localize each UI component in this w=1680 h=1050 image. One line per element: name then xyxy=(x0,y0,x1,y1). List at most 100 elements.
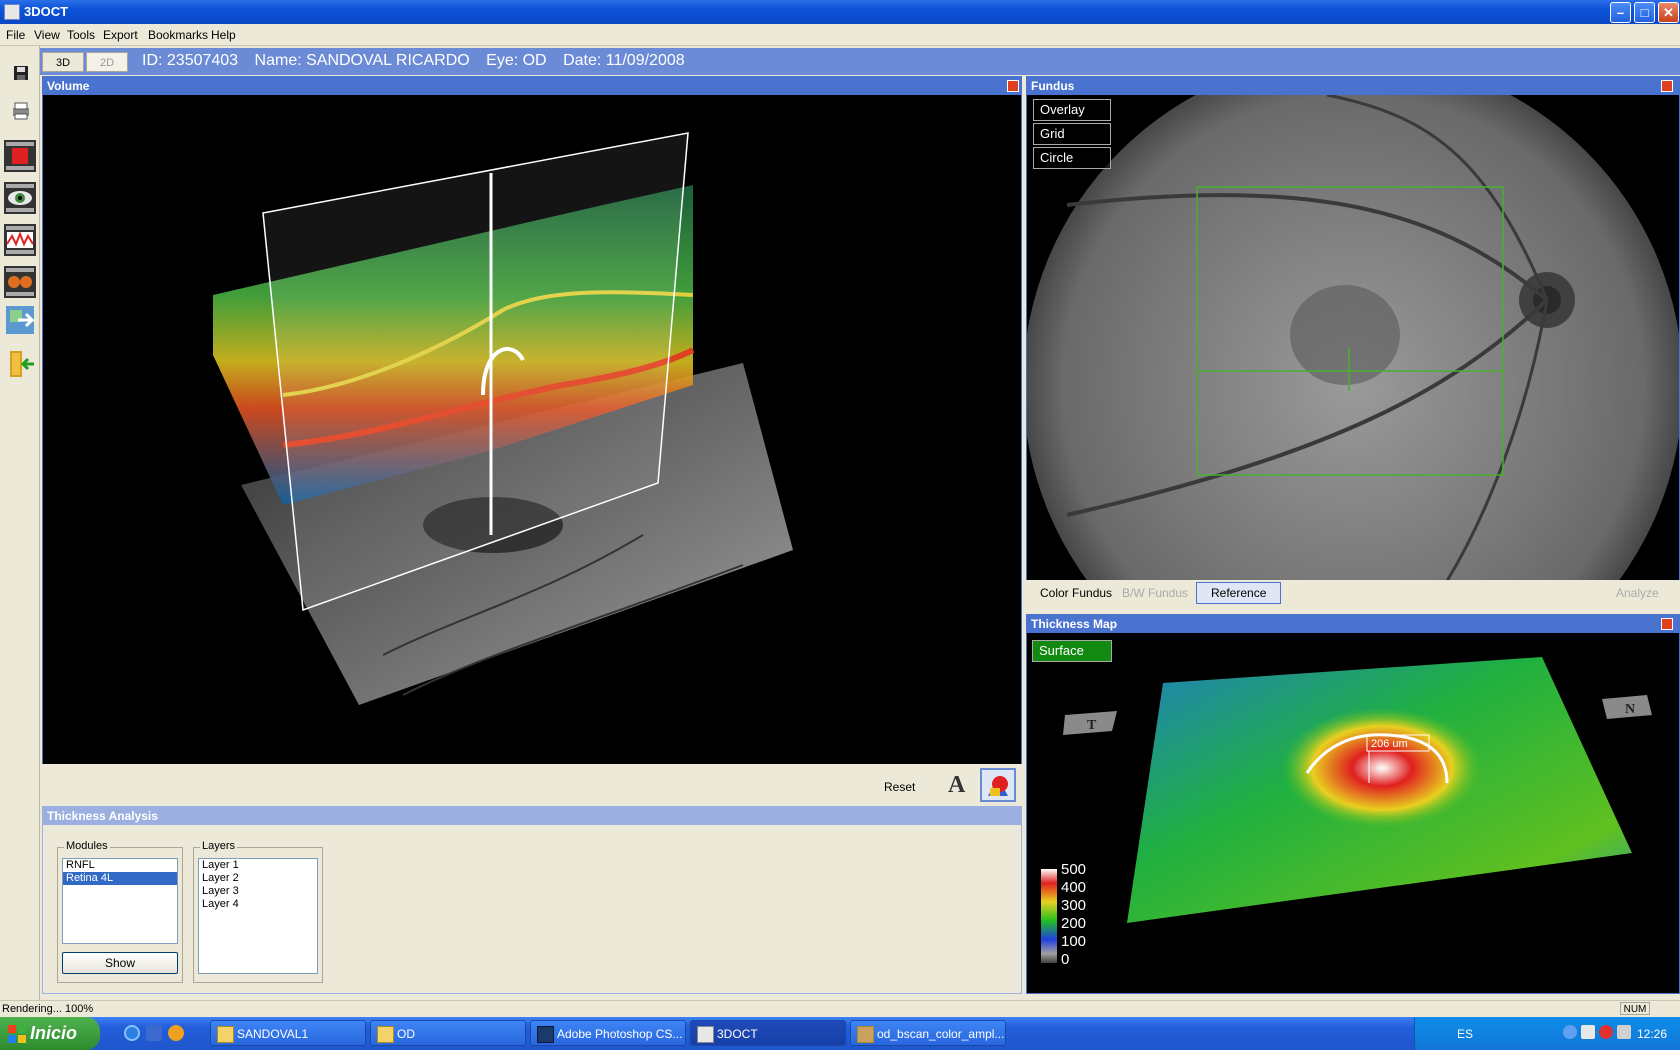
thickness-map-close-icon[interactable] xyxy=(1661,618,1673,630)
reset-button[interactable]: Reset xyxy=(884,780,916,794)
show-button[interactable]: Show xyxy=(62,952,178,974)
app-icon xyxy=(697,1026,714,1043)
legend-label: 200 xyxy=(1061,915,1087,932)
tab-3d[interactable]: 3D xyxy=(42,52,84,72)
media-player-icon[interactable] xyxy=(168,1025,184,1041)
taskbar-item-3doct[interactable]: 3DOCT xyxy=(690,1020,846,1046)
task-label: SANDOVAL1 xyxy=(237,1027,309,1041)
print-icon[interactable] xyxy=(4,94,36,126)
task-label: od_bscan_color_ampl... xyxy=(877,1027,1005,1041)
layer-item[interactable]: Layer 2 xyxy=(202,872,239,884)
taskbar-item-photoshop[interactable]: Adobe Photoshop CS... xyxy=(530,1020,686,1046)
exit-door-icon[interactable] xyxy=(4,348,36,380)
module-item-rnfl[interactable]: RNFL xyxy=(66,859,95,871)
desktop-icon[interactable] xyxy=(146,1025,162,1041)
modules-group: Modules RNFL Retina 4L Show xyxy=(57,840,183,983)
legend-label: 100 xyxy=(1061,933,1087,950)
menu-export[interactable]: Export xyxy=(103,28,138,42)
fundus-close-icon[interactable] xyxy=(1661,80,1673,92)
tab-reference[interactable]: Reference xyxy=(1196,582,1282,604)
volume-close-icon[interactable] xyxy=(1007,80,1019,92)
legend-label: 0 xyxy=(1061,951,1070,968)
taskbar: Inicio SANDOVAL1 OD Adobe Photoshop CS..… xyxy=(0,1017,1680,1050)
export-image-icon[interactable] xyxy=(4,304,36,336)
volume-panel: Volume xyxy=(42,76,1022,804)
tab-color-fundus[interactable]: Color Fundus xyxy=(1040,586,1113,600)
analyze-button[interactable]: Analyze xyxy=(1616,586,1659,600)
volume-icon[interactable] xyxy=(1617,1025,1631,1039)
windows-logo-icon xyxy=(8,1025,26,1043)
menu-view[interactable]: View xyxy=(34,28,60,42)
legend-label: 500 xyxy=(1061,861,1087,878)
volume-render[interactable] xyxy=(43,95,1021,765)
menu-file[interactable]: File xyxy=(6,28,26,42)
volume-title: Volume xyxy=(43,77,1021,95)
taskbar-item-sandoval1[interactable]: SANDOVAL1 xyxy=(210,1020,366,1046)
fundus-panel: Fundus Overlay Grid Circle xyxy=(1026,76,1680,606)
taskbar-item-od-bscan[interactable]: od_bscan_color_ampl... xyxy=(850,1020,1006,1046)
shapes-icon xyxy=(988,776,1008,796)
folder-icon xyxy=(377,1026,394,1043)
legend-label: 400 xyxy=(1061,879,1087,896)
menu-bookmarks[interactable]: Bookmarks xyxy=(148,28,209,42)
language-indicator[interactable]: ES xyxy=(1457,1027,1474,1041)
patient-eye: Eye: OD xyxy=(486,52,547,69)
circle-button[interactable]: Circle xyxy=(1033,147,1111,169)
thickness-analysis-title: Thickness Analysis xyxy=(43,807,1021,825)
menu-tools[interactable]: Tools xyxy=(67,28,96,42)
volume-toolbar xyxy=(42,764,1022,804)
layers-group: Layers Layer 1 Layer 2 Layer 3 Layer 4 xyxy=(193,840,323,983)
minimize-button[interactable]: – xyxy=(1610,2,1631,23)
surface-button[interactable]: Surface xyxy=(1032,640,1112,662)
exam-date: Date: 11/09/2008 xyxy=(563,52,685,69)
tray-icon[interactable] xyxy=(1563,1025,1577,1039)
start-button[interactable]: Inicio xyxy=(0,1017,100,1050)
maximize-button[interactable]: □ xyxy=(1634,2,1655,23)
ie-icon[interactable] xyxy=(124,1025,140,1041)
thickness-annotation: 206 um xyxy=(1371,738,1408,750)
layer-item[interactable]: Layer 4 xyxy=(202,898,239,910)
thickness-surface-render[interactable]: T N 206 um xyxy=(1027,633,1679,993)
layers-list[interactable]: Layer 1 Layer 2 Layer 3 Layer 4 xyxy=(198,858,318,974)
taskbar-item-od[interactable]: OD xyxy=(370,1020,526,1046)
task-label: 3DOCT xyxy=(717,1027,758,1041)
scan-capture-icon[interactable] xyxy=(4,140,36,172)
tab-2d[interactable]: 2D xyxy=(86,52,128,72)
bscan-icon[interactable] xyxy=(4,224,36,256)
layers-label: Layers xyxy=(200,840,238,852)
menu-bar: File View Tools Export Bookmarks Help xyxy=(0,24,1680,46)
overlay-button[interactable]: Overlay xyxy=(1033,99,1111,121)
thickness-map-panel: Thickness Map T N 206 um 500 40 xyxy=(1026,614,1680,994)
module-item-retina-4l[interactable]: Retina 4L xyxy=(63,872,177,885)
status-bar: Rendering... 100% NUM xyxy=(0,1000,1680,1016)
patient-info-strip: 3D 2D ID: 23507403 Name: SANDOVAL RICARD… xyxy=(40,48,1680,75)
grid-button[interactable]: Grid xyxy=(1033,123,1111,145)
menu-help[interactable]: Help xyxy=(211,28,236,42)
text-tool-icon[interactable]: A xyxy=(948,772,966,798)
security-icon[interactable] xyxy=(1599,1025,1613,1039)
patient-info: ID: 23507403 Name: SANDOVAL RICARDO Eye:… xyxy=(142,52,697,70)
tab-bw-fundus[interactable]: B/W Fundus xyxy=(1122,586,1189,600)
folder-icon xyxy=(217,1026,234,1043)
layer-item[interactable]: Layer 3 xyxy=(202,885,239,897)
modules-label: Modules xyxy=(64,840,110,852)
nasal-marker: N xyxy=(1625,702,1635,717)
fundus-bottom-bar: Color Fundus B/W Fundus Reference Analyz… xyxy=(1026,580,1680,606)
clock: 12:26 xyxy=(1637,1027,1668,1041)
tray-icon[interactable] xyxy=(1581,1025,1595,1039)
modules-list[interactable]: RNFL Retina 4L xyxy=(62,858,178,944)
compare-icon[interactable] xyxy=(4,266,36,298)
layer-item[interactable]: Layer 1 xyxy=(202,859,239,871)
close-button[interactable]: ✕ xyxy=(1658,2,1679,23)
fundus-image[interactable] xyxy=(1027,95,1679,581)
save-icon[interactable] xyxy=(4,56,36,88)
eye-view-icon[interactable] xyxy=(4,182,36,214)
system-tray: ES 12:26 xyxy=(1414,1017,1680,1050)
legend-label: 300 xyxy=(1061,897,1087,914)
shapes-tool-button[interactable] xyxy=(980,768,1016,802)
image-icon xyxy=(857,1026,874,1043)
thickness-analysis-panel: Thickness Analysis Modules RNFL Retina 4… xyxy=(42,806,1022,994)
left-toolbar xyxy=(0,46,40,1006)
window-title: 3DOCT xyxy=(24,4,69,19)
app-icon xyxy=(4,4,20,20)
